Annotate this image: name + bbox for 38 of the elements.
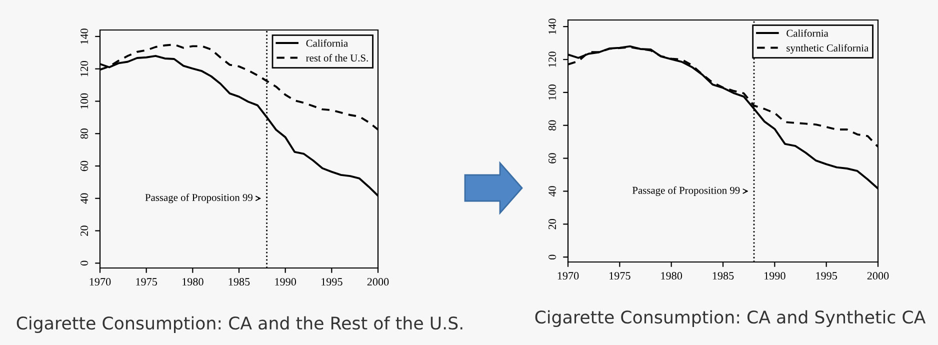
y-tick-label: 100: [548, 84, 556, 100]
y-tick-label: 0: [548, 254, 556, 260]
y-tick-label: 40: [548, 186, 556, 197]
x-tick-label: 1990: [275, 278, 296, 286]
x-tick-label: 2000: [367, 278, 389, 286]
x-tick-label: 1975: [610, 272, 630, 280]
x-tick-label: 1985: [712, 272, 734, 280]
text: Cigarette Consumption: CA and the Rest of the U.S.: [16, 316, 462, 333]
y-tick-label: 40: [80, 193, 88, 204]
annotation: Passage of Proposition 99: [145, 194, 252, 204]
x-tick-label: 1980: [661, 272, 682, 280]
x-tick-label: 1980: [182, 278, 204, 286]
y-tick-label: 100: [80, 93, 88, 109]
y-tick-label: 20: [548, 219, 556, 230]
text: Cigarette Consumption: CA and Synthetic CA: [535, 310, 926, 327]
legend-label: synthetic California: [786, 44, 868, 54]
legend-label: California: [306, 39, 348, 47]
y-tick-label: 80: [548, 120, 556, 130]
x-tick-label: 1970: [90, 278, 111, 286]
x-tick-label: 2000: [867, 272, 889, 280]
x-tick-label: 1975: [136, 278, 158, 286]
x-tick-label: 1985: [228, 278, 250, 286]
y-tick-label: 20: [80, 226, 88, 236]
y-tick-label: 60: [80, 160, 88, 172]
y-tick-label: 140: [80, 28, 88, 44]
annotation: Passage of Proposition 99: [632, 186, 740, 196]
y-tick-label: 80: [80, 128, 88, 139]
y-tick-label: 140: [548, 18, 556, 34]
y-tick-label: 120: [80, 60, 88, 76]
y-tick-label: 0: [80, 260, 88, 266]
y-tick-label: 120: [548, 52, 556, 67]
legend-label: California: [786, 29, 828, 37]
x-tick-label: 1995: [322, 278, 342, 286]
y-tick-label: 60: [548, 153, 556, 164]
x-tick-label: 1970: [558, 272, 579, 280]
x-tick-label: 1990: [764, 272, 786, 280]
x-tick-label: 1995: [816, 272, 838, 280]
legend-label: rest of the U.S.: [306, 54, 368, 62]
